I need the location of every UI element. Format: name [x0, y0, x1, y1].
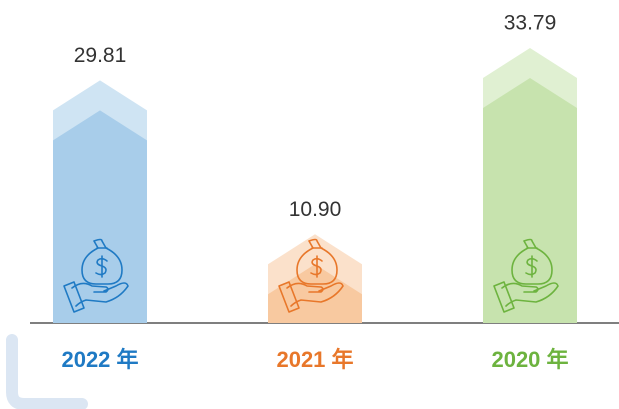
- money-icon: [63, 238, 129, 313]
- bar: [268, 264, 362, 323]
- bag: [296, 238, 338, 285]
- money-icon: [493, 238, 559, 313]
- bar: [53, 110, 147, 323]
- dollar: [310, 255, 323, 278]
- hand: [286, 282, 344, 307]
- bag: [511, 238, 553, 285]
- x-tick-label: 2022 年: [61, 347, 138, 372]
- dollar: [525, 255, 538, 278]
- decoration: [5, 334, 88, 409]
- cuff: [278, 281, 300, 313]
- cuff: [493, 281, 515, 313]
- hand: [71, 282, 129, 307]
- value-label: 33.79: [504, 12, 557, 35]
- dollar: [95, 255, 108, 278]
- x-tick-label: 2020 年: [491, 347, 568, 372]
- bar: [483, 77, 577, 324]
- value-label: 10.90: [289, 198, 342, 221]
- value-label: 29.81: [74, 44, 127, 67]
- money-icon: [278, 238, 344, 313]
- x-tick-label: 2021 年: [276, 347, 353, 372]
- cuff: [63, 281, 85, 313]
- bag: [81, 238, 123, 285]
- hand: [501, 282, 559, 307]
